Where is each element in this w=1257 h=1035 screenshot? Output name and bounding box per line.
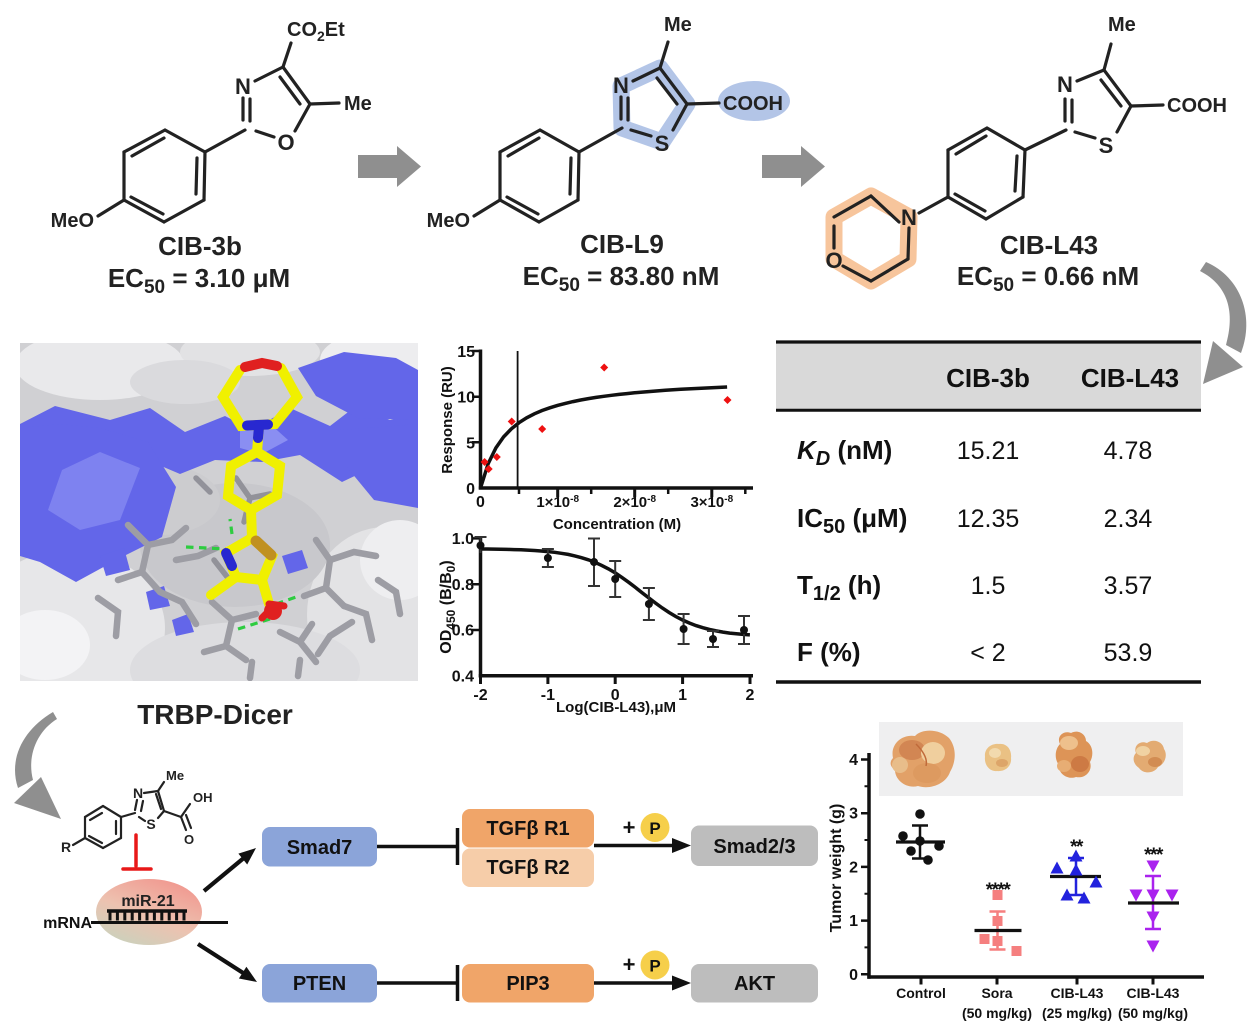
svg-text:EC50 = 3.10 μM: EC50 = 3.10 μM: [108, 263, 290, 298]
svg-text:mRNA: mRNA: [43, 915, 92, 932]
svg-text:N: N: [901, 205, 917, 230]
svg-text:1: 1: [849, 913, 858, 930]
svg-text:12.35: 12.35: [957, 505, 1020, 533]
svg-text:N: N: [133, 785, 143, 801]
svg-text:S: S: [1099, 133, 1114, 158]
svg-text:4.78: 4.78: [1104, 437, 1153, 465]
svg-text:Log(CIB-L43),μM: Log(CIB-L43),μM: [556, 699, 676, 716]
svg-text:3.57: 3.57: [1104, 572, 1153, 600]
svg-text:2: 2: [746, 687, 755, 704]
svg-text:0: 0: [849, 967, 858, 984]
svg-text:PTEN: PTEN: [293, 973, 346, 995]
svg-text:**: **: [1070, 837, 1084, 858]
svg-text:MeO: MeO: [427, 210, 470, 232]
svg-text:R: R: [61, 839, 71, 855]
svg-text:2×10-8: 2×10-8: [613, 494, 656, 511]
svg-text:0.8: 0.8: [452, 577, 474, 594]
svg-text:(50 mg/kg): (50 mg/kg): [962, 1005, 1032, 1021]
svg-text:CIB-L43: CIB-L43: [1081, 363, 1179, 393]
svg-text:Smad2/3: Smad2/3: [713, 836, 795, 858]
svg-text:O: O: [184, 832, 194, 847]
svg-text:N: N: [1057, 72, 1073, 97]
svg-text:0: 0: [611, 687, 620, 704]
svg-text:CIB-L9: CIB-L9: [580, 229, 664, 259]
svg-text:3×10-8: 3×10-8: [690, 494, 733, 511]
svg-text:53.9: 53.9: [1104, 639, 1153, 667]
svg-text:CIB-3b: CIB-3b: [946, 363, 1030, 393]
svg-text:1.5: 1.5: [971, 572, 1006, 600]
svg-text:CIB-L43: CIB-L43: [1051, 985, 1104, 1001]
svg-text:1.0: 1.0: [452, 531, 474, 548]
svg-text:15.21: 15.21: [957, 437, 1020, 465]
svg-text:10: 10: [457, 390, 475, 407]
svg-text:S: S: [146, 816, 155, 832]
svg-text:****: ****: [986, 880, 1012, 901]
svg-text:Response (RU): Response (RU): [439, 366, 456, 474]
svg-text:0.4: 0.4: [452, 668, 474, 685]
svg-text:PIP3: PIP3: [506, 973, 549, 995]
svg-text:Sora: Sora: [981, 985, 1012, 1001]
svg-text:(50 mg/kg): (50 mg/kg): [1118, 1005, 1188, 1021]
svg-text:F (%): F (%): [797, 637, 861, 667]
svg-text:0.6: 0.6: [452, 623, 474, 640]
svg-text:Smad7: Smad7: [287, 837, 353, 859]
svg-text:O: O: [277, 130, 294, 155]
svg-text:CO2Et: CO2Et: [287, 19, 345, 44]
svg-text:0: 0: [476, 494, 485, 511]
svg-text:P: P: [649, 819, 660, 838]
svg-text:N: N: [613, 73, 629, 98]
svg-text:COOH: COOH: [723, 93, 783, 115]
svg-text:Me: Me: [1108, 14, 1136, 36]
svg-text:EC50 = 83.80 nM: EC50 = 83.80 nM: [523, 261, 720, 296]
svg-text:Me: Me: [344, 93, 372, 115]
svg-text:N: N: [235, 74, 251, 99]
svg-text:CIB-3b: CIB-3b: [158, 231, 242, 261]
svg-text:Concentration (M): Concentration (M): [553, 516, 681, 533]
svg-text:1×10-8: 1×10-8: [536, 494, 579, 511]
svg-text:Me: Me: [664, 14, 692, 36]
svg-text:P: P: [649, 957, 660, 976]
svg-text:4: 4: [849, 752, 858, 769]
svg-text:OH: OH: [193, 790, 213, 805]
svg-text:miR-21: miR-21: [121, 893, 174, 910]
svg-text:O: O: [825, 248, 842, 273]
svg-text:AKT: AKT: [734, 973, 775, 995]
svg-text:TRBP-Dicer: TRBP-Dicer: [137, 699, 293, 730]
svg-text:***: ***: [1144, 845, 1164, 866]
svg-text:(25 mg/kg): (25 mg/kg): [1042, 1005, 1112, 1021]
svg-text:KD (nM): KD (nM): [797, 435, 892, 470]
svg-text:-2: -2: [473, 687, 487, 704]
svg-text:CIB-L43: CIB-L43: [1127, 985, 1180, 1001]
svg-text:15: 15: [457, 344, 475, 361]
svg-text:TGFβ R1: TGFβ R1: [486, 818, 569, 840]
svg-text:3: 3: [849, 806, 858, 823]
svg-text:Me: Me: [166, 768, 184, 783]
svg-text:2: 2: [849, 859, 858, 876]
svg-text:EC50 = 0.66 nM: EC50 = 0.66 nM: [957, 261, 1139, 296]
svg-text:CIB-L43: CIB-L43: [1000, 230, 1098, 260]
svg-text:S: S: [655, 131, 670, 156]
svg-text:MeO: MeO: [51, 210, 94, 232]
svg-text:5: 5: [466, 435, 475, 452]
svg-text:+: +: [623, 815, 636, 840]
svg-text:1: 1: [678, 687, 687, 704]
svg-text:< 2: < 2: [970, 639, 1005, 667]
svg-text:0: 0: [466, 481, 475, 498]
svg-text:Tumor weight (g): Tumor weight (g): [828, 804, 845, 933]
svg-text:+: +: [623, 952, 636, 977]
svg-text:OD450 (B/B0): OD450 (B/B0): [438, 560, 458, 653]
svg-text:2.34: 2.34: [1104, 505, 1153, 533]
svg-text:COOH: COOH: [1167, 95, 1227, 117]
svg-text:-1: -1: [541, 687, 555, 704]
svg-text:TGFβ R2: TGFβ R2: [486, 857, 569, 879]
svg-text:Control: Control: [896, 985, 946, 1001]
svg-text:IC50 (μM): IC50 (μM): [797, 503, 907, 538]
